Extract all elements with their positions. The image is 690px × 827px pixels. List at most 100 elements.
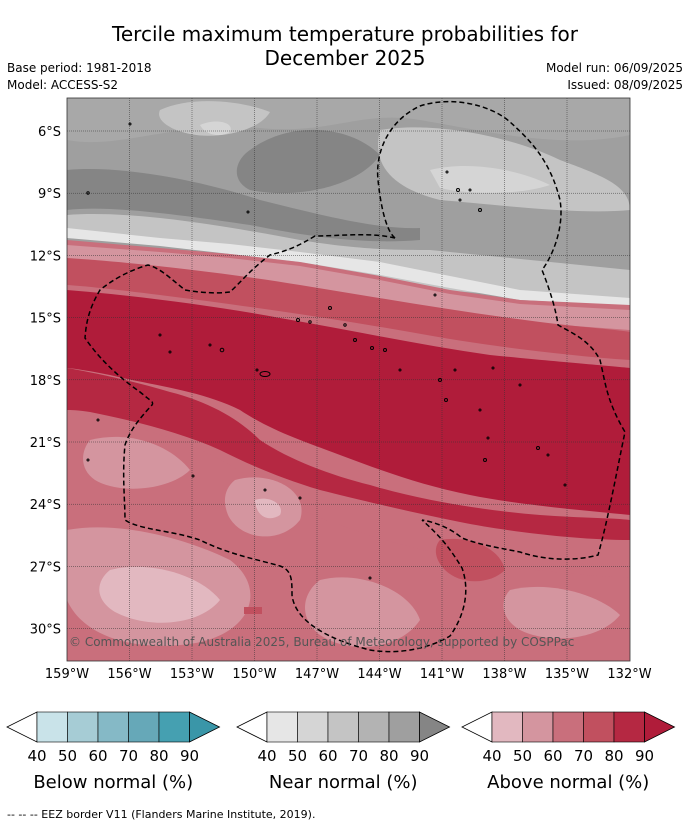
legend-swatch: [158, 711, 190, 743]
legend-tick-label: 90: [410, 747, 429, 765]
above-normal-patch: [244, 607, 262, 614]
legend-swatch: [97, 711, 129, 743]
lat-tick-label: 21°S: [30, 436, 61, 451]
lon-tick-label: 138°W: [482, 667, 526, 682]
legend-title: Near normal (%): [269, 772, 418, 793]
lon-tick-label: 159°W: [45, 667, 89, 682]
island-outlines: [86, 122, 567, 580]
lat-tick-label: 9°S: [38, 187, 61, 202]
above-normal-patch: [503, 586, 620, 639]
lat-tick-label: 27°S: [30, 560, 61, 575]
legend-arrow-low: [6, 711, 38, 743]
legend-tick-label: 90: [635, 747, 654, 765]
issued-date: Issued: 08/09/2025: [567, 78, 683, 92]
near-normal-edge: [67, 228, 630, 306]
eez-footer: -- -- -- EEZ border V11 (Flanders Marine…: [7, 808, 316, 821]
legend-near: 40 50 60 70 80 90 Near normal (%): [236, 711, 451, 793]
legend-tick-label: 40: [257, 747, 276, 765]
legend-tick-label: 50: [513, 747, 532, 765]
legends: 40 50 60 70 80 90 Below normal (%) 40 50 60 70 80 90…: [6, 711, 676, 793]
lat-tick-label: 6°S: [38, 125, 61, 140]
above-normal-patch: [83, 436, 190, 489]
legend-below: 40 50 60 70 80 90 Below normal (%): [6, 711, 221, 793]
near-normal-patch: [159, 101, 270, 136]
legend-arrow-low: [461, 711, 493, 743]
legend-swatch: [266, 711, 298, 743]
legend-tick-label: 80: [379, 747, 398, 765]
legend-tick-label: 80: [149, 747, 168, 765]
legend-swatch: [552, 711, 584, 743]
legend-arrow-high: [189, 711, 221, 743]
legend-tick-label: 90: [180, 747, 199, 765]
base-period: Base period: 1981-2018: [7, 61, 152, 75]
legend-title: Below normal (%): [33, 772, 193, 793]
legend-swatch: [491, 711, 523, 743]
lat-tick-label: 24°S: [30, 498, 61, 513]
eez-borders: [84, 100, 626, 653]
title-line-2: December 2025: [264, 46, 426, 70]
legend-tick-label: 70: [119, 747, 138, 765]
run-info: Model run: 06/09/2025 Issued: 08/09/2025: [546, 60, 683, 94]
near-normal-patch: [236, 129, 380, 194]
legend-swatch: [327, 711, 359, 743]
legend-tick-label: 70: [349, 747, 368, 765]
legend-arrow-high: [644, 711, 676, 743]
legend-tick-label: 50: [58, 747, 77, 765]
lon-tick-label: 135°W: [545, 667, 589, 682]
base-info: Base period: 1981-2018 Model: ACCESS-S2: [7, 60, 152, 94]
near-normal-patch: [200, 121, 231, 136]
near-normal-patch: [430, 165, 550, 193]
legend-tick-label: 60: [543, 747, 562, 765]
legend-tick-label: 40: [27, 747, 46, 765]
lat-tick-label: 12°S: [30, 249, 61, 264]
latitude-labels: 6°S 9°S 12°S 15°S 18°S 21°S 24°S 27°S 30°S: [30, 125, 61, 638]
above-normal-edge: [67, 245, 630, 330]
lon-tick-label: 150°W: [232, 667, 276, 682]
longitude-labels: 159°W 156°W 153°W 150°W 147°W 144°W 141°W 138°W…: [45, 667, 652, 682]
lon-tick-label: 147°W: [295, 667, 339, 682]
map-title: Tercile maximum temperature probabilitie…: [0, 22, 690, 70]
legend-arrow-high: [419, 711, 451, 743]
probability-field: [67, 98, 630, 661]
legend-swatch: [67, 711, 99, 743]
legend-tick-label: 60: [318, 747, 337, 765]
lon-tick-label: 141°W: [420, 667, 464, 682]
above-normal-patch: [255, 498, 281, 519]
legend-above: 40 50 60 70 80 90 Above normal (%): [461, 711, 676, 793]
legend-tick-label: 70: [574, 747, 593, 765]
legend-title: Above normal (%): [487, 772, 649, 793]
above-normal-band: [67, 368, 630, 540]
lat-tick-label: 18°S: [30, 374, 61, 389]
lat-tick-label: 30°S: [30, 623, 61, 638]
legend-arrow-low: [236, 711, 268, 743]
map-frame: [66, 97, 631, 662]
near-normal-patch: [67, 214, 630, 300]
legend-tick-label: 50: [288, 747, 307, 765]
legend-swatch: [388, 711, 420, 743]
forecast-map: © Commonwealth of Australia 2025, Bureau…: [6, 97, 676, 793]
title-line-1: Tercile maximum temperature probabilitie…: [112, 22, 578, 46]
lon-tick-label: 156°W: [107, 667, 151, 682]
legend-tick-label: 40: [482, 747, 501, 765]
legend-swatch: [613, 711, 645, 743]
above-normal-core: [67, 290, 630, 515]
lon-tick-label: 153°W: [170, 667, 214, 682]
near-normal-patch: [67, 169, 420, 242]
above-normal-patch: [435, 538, 505, 582]
legend-swatch: [297, 711, 329, 743]
lon-tick-label: 132°W: [607, 667, 651, 682]
above-normal-patch: [305, 577, 420, 647]
lon-tick-label: 144°W: [357, 667, 401, 682]
above-normal-band: [67, 258, 630, 360]
legend-swatch: [128, 711, 160, 743]
legend-swatch: [358, 711, 390, 743]
legend-swatch: [522, 711, 554, 743]
legend-tick-label: 60: [88, 747, 107, 765]
legend-tick-label: 80: [604, 747, 623, 765]
legend-swatch: [36, 711, 68, 743]
lat-tick-label: 15°S: [30, 312, 61, 327]
legend-swatch: [583, 711, 615, 743]
model-name: Model: ACCESS-S2: [7, 78, 119, 92]
copyright-notice: © Commonwealth of Australia 2025, Bureau…: [69, 635, 574, 649]
model-run: Model run: 06/09/2025: [545, 61, 683, 75]
